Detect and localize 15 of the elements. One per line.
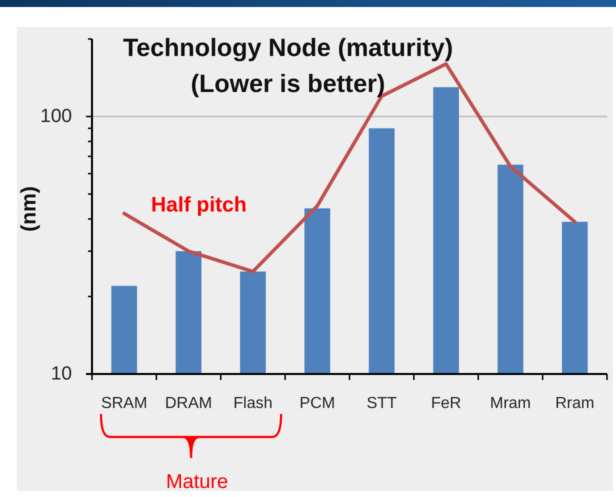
- x-tick-label: SRAM: [101, 395, 148, 412]
- y-axis-title: (nm): [18, 186, 40, 232]
- text: Technology Node (maturity) (Lower is better): [122, 34, 454, 98]
- series-label: Half pitch: [151, 194, 247, 217]
- x-tick-label: PCM: [300, 395, 336, 412]
- x-tick-label: DRAM: [165, 395, 212, 412]
- x-tick-label: Flash: [233, 395, 272, 412]
- line-series: [122, 62, 577, 274]
- x-tick-label: Rram: [555, 395, 594, 412]
- x-tick-label: FeR: [430, 395, 462, 412]
- x-tick-label: STT: [366, 395, 398, 412]
- y-tick-label: 100: [40, 106, 72, 128]
- x-tick-label: Mram: [490, 395, 531, 412]
- text: Mature: [166, 471, 228, 493]
- y-tick-label: 10: [50, 364, 72, 384]
